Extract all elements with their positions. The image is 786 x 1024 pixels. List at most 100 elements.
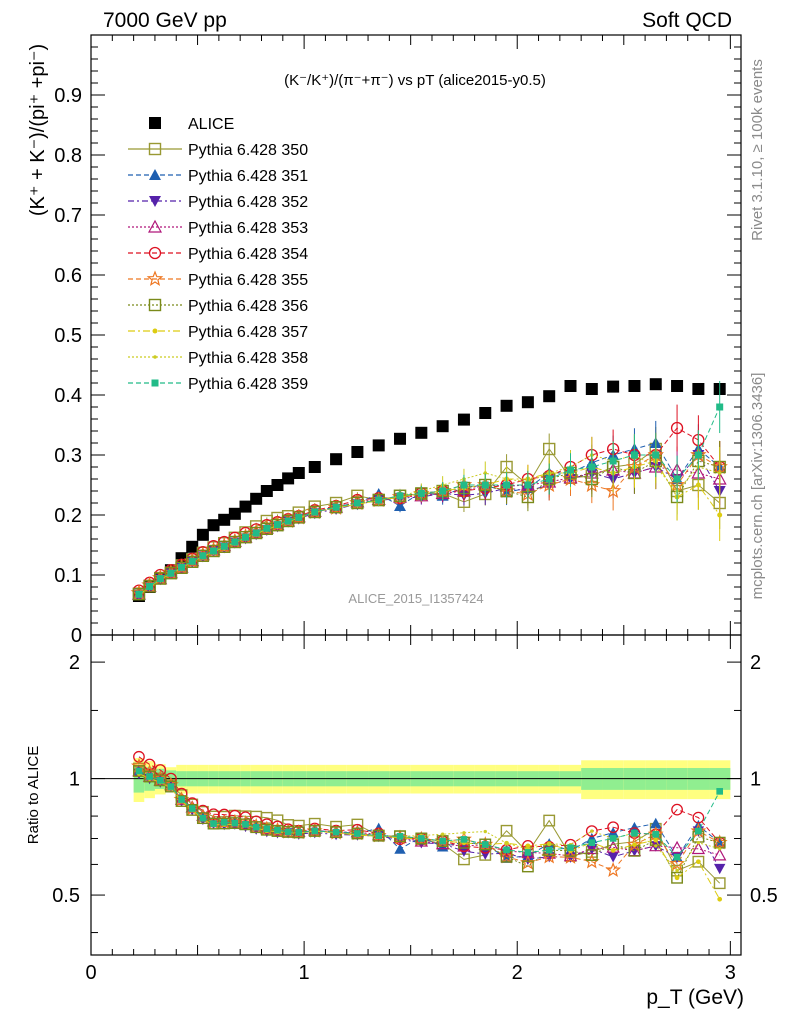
series-10: [135, 380, 724, 861]
x-tick-label: 2: [512, 962, 523, 984]
legend-label: ALICE: [188, 116, 234, 133]
ratio-y-axis-label: Ratio to ALICE: [25, 746, 42, 844]
data-point: [394, 843, 406, 854]
legend: ALICE Pythia 6.428 350 Pythia 6.428 351 Pyt…: [128, 116, 308, 393]
data-point: [292, 467, 305, 479]
y-tick-label: 0.9: [54, 85, 82, 107]
data-point: [652, 451, 660, 459]
data-point: [210, 820, 217, 827]
legend-item: Pythia 6.428 350: [128, 142, 308, 159]
data-point: [308, 461, 321, 473]
data-point: [436, 420, 449, 433]
data-point: [543, 390, 556, 403]
data-point: [481, 481, 489, 489]
legend-item: Pythia 6.428 358: [128, 350, 308, 367]
y-tick-label: 0.7: [54, 205, 82, 227]
data-point: [252, 529, 260, 537]
data-point: [504, 841, 509, 845]
data-point: [199, 814, 207, 822]
series-7: [132, 436, 726, 884]
data-point: [186, 540, 199, 553]
data-point: [691, 841, 706, 855]
data-point: [585, 825, 598, 837]
data-point: [588, 839, 596, 846]
data-point: [717, 847, 722, 851]
data-point: [372, 439, 385, 452]
legend-label: Pythia 6.428 357: [188, 324, 308, 341]
data-point: [188, 557, 196, 565]
data-point: [375, 496, 383, 504]
series-line: [138, 406, 721, 595]
legend-label: Pythia 6.428 354: [188, 246, 308, 263]
data-point: [503, 481, 511, 489]
series-layer: [130, 378, 728, 902]
data-point: [308, 505, 321, 519]
y-tick-label: 0.2: [54, 505, 82, 527]
data-point: [239, 500, 252, 513]
data-point: [674, 875, 680, 881]
data-point: [481, 841, 489, 848]
series-ratio-line: [138, 756, 721, 851]
data-point: [521, 860, 534, 873]
legend-item: Pythia 6.428 353: [128, 219, 308, 237]
data-point: [148, 142, 162, 156]
data-point: [178, 563, 186, 571]
data-point: [439, 837, 446, 845]
data-point: [135, 767, 143, 775]
data-point: [167, 569, 175, 577]
data-point: [199, 552, 207, 560]
data-point: [394, 500, 407, 511]
data-point: [671, 380, 684, 392]
data-point: [630, 451, 638, 459]
data-point: [717, 471, 722, 475]
data-point: [252, 823, 260, 831]
y-tick-label: 0.5: [54, 325, 82, 347]
legend-item: Pythia 6.428 355: [128, 270, 308, 289]
data-point: [167, 783, 175, 790]
data-point: [220, 818, 228, 826]
data-point: [284, 828, 292, 836]
data-point: [547, 842, 551, 846]
ratio-plot-frame: [90, 634, 742, 956]
legend-item: Pythia 6.428 356: [128, 298, 308, 315]
data-point: [628, 380, 641, 392]
data-point: [462, 831, 466, 835]
data-point: [156, 575, 164, 583]
series-6: [130, 430, 728, 877]
data-point: [143, 580, 156, 593]
data-point: [483, 829, 487, 834]
ratio-tick-label: 0.5: [52, 885, 80, 907]
data-point: [628, 821, 641, 833]
legend-label: Pythia 6.428 359: [188, 376, 308, 393]
data-point: [332, 503, 340, 511]
legend-label: Pythia 6.428 350: [188, 142, 308, 159]
data-point: [132, 588, 146, 601]
data-point: [716, 788, 724, 795]
legend-item: Pythia 6.428 354: [128, 246, 308, 263]
data-point: [670, 840, 684, 854]
data-point: [650, 817, 662, 829]
data-point: [652, 830, 660, 838]
data-point: [295, 829, 303, 836]
data-point: [417, 489, 425, 497]
data-point: [713, 863, 726, 875]
data-point: [210, 547, 218, 555]
data-point: [152, 328, 158, 334]
data-point: [396, 492, 404, 500]
data-point: [146, 582, 154, 590]
data-point: [653, 837, 659, 843]
data-point: [626, 836, 643, 852]
data-point: [231, 819, 239, 827]
y-tick-label: 0.3: [54, 445, 82, 467]
data-point: [713, 877, 726, 890]
series-line: [138, 460, 720, 595]
side-label-mcplots: mcplots.cern.ch [arXiv:1306.3436]: [749, 373, 766, 600]
data-point: [282, 472, 295, 485]
data-point: [196, 528, 209, 541]
data-point: [148, 298, 162, 312]
data-point: [609, 835, 617, 842]
data-point: [351, 446, 364, 458]
data-point: [149, 117, 161, 129]
data-point: [567, 466, 575, 474]
legend-label: Pythia 6.428 351: [188, 168, 308, 185]
